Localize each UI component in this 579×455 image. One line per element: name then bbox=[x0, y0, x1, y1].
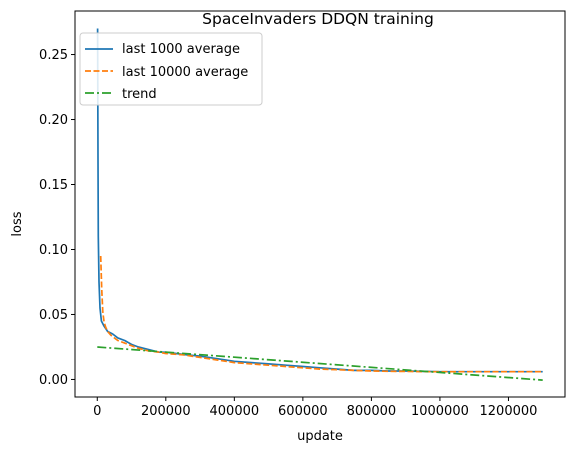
x-tick-label: 800000 bbox=[347, 404, 397, 419]
x-tick-label: 0 bbox=[93, 404, 101, 419]
y-tick-label: 0.10 bbox=[39, 243, 68, 258]
chart-title: SpaceInvaders DDQN training bbox=[202, 10, 434, 28]
legend-label-last-10000-average: last 10000 average bbox=[122, 65, 248, 80]
y-tick-label: 0.05 bbox=[39, 308, 68, 323]
y-axis-ticks: 0.00 0.05 0.10 0.15 0.20 0.25 bbox=[39, 48, 75, 388]
legend-label-trend: trend bbox=[122, 87, 157, 102]
axes-frame bbox=[74, 10, 566, 398]
y-tick-label: 0.20 bbox=[39, 113, 68, 128]
series-line-last-10000-average bbox=[99, 255, 543, 373]
legend-label-last-1000-average: last 1000 average bbox=[122, 42, 240, 57]
x-axis-ticks: 0 200000 400000 600000 800000 1000000 1200000 bbox=[93, 397, 537, 419]
x-tick-label: 200000 bbox=[141, 404, 191, 419]
x-tick-label: 400000 bbox=[210, 404, 260, 419]
legend-box bbox=[79, 32, 263, 106]
x-tick-label: 1200000 bbox=[480, 404, 538, 419]
x-tick-label: 600000 bbox=[278, 404, 328, 419]
y-axis-label: loss bbox=[10, 211, 25, 236]
y-tick-label: 0.25 bbox=[39, 48, 68, 63]
y-tick-label: 0.00 bbox=[39, 373, 68, 388]
plot-area bbox=[74, 10, 566, 398]
y-tick-label: 0.15 bbox=[39, 178, 68, 193]
legend: last 1000 average last 10000 average tre… bbox=[79, 32, 263, 106]
series-line-trend bbox=[97, 346, 543, 381]
x-tick-label: 1000000 bbox=[411, 404, 469, 419]
x-axis-label: update bbox=[297, 429, 343, 444]
series-layer bbox=[96, 28, 543, 381]
